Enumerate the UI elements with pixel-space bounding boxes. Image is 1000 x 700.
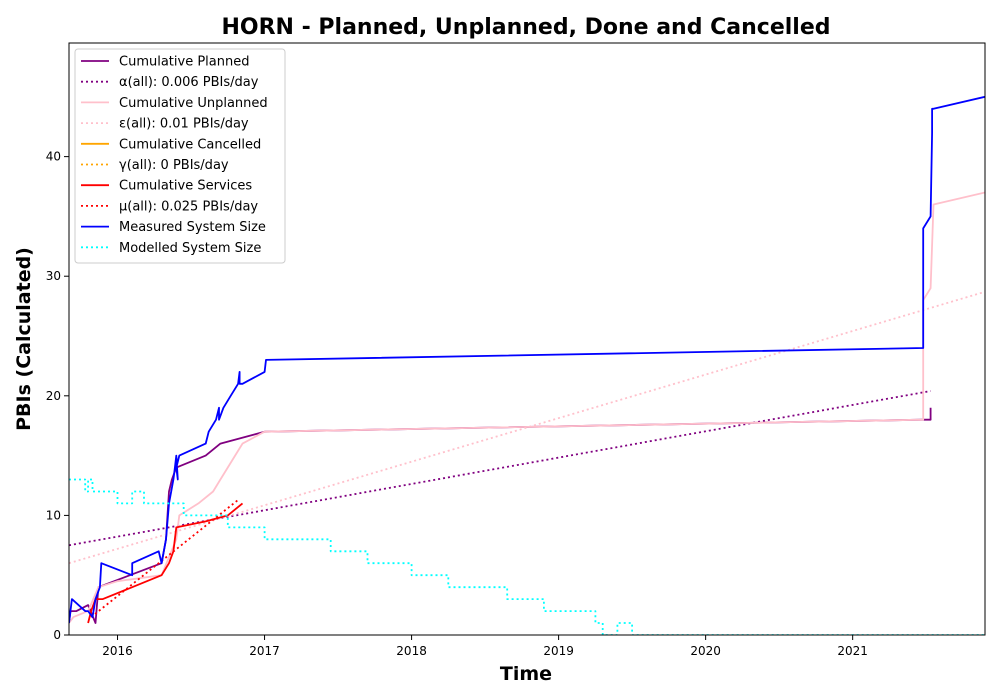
y-tick-label: 30	[46, 269, 61, 283]
y-axis: 0 10 20 30 40	[46, 150, 69, 642]
legend-label: Cumulative Services	[119, 179, 252, 194]
y-tick-label: 10	[46, 508, 61, 522]
y-tick-label: 0	[53, 628, 61, 642]
legend-label: Measured System Size	[119, 220, 266, 235]
series-line-cumulative-services	[87, 502, 244, 624]
legend-box	[74, 48, 286, 264]
legend-label: Cumulative Unplanned	[119, 96, 268, 111]
series-line-measured-system-size	[69, 95, 985, 624]
y-tick-label: 20	[46, 389, 61, 403]
legend: Cumulative Planned α(all): 0.006 PBIs/day…	[74, 48, 286, 264]
chart-title: HORN - Planned, Unplanned, Done and Canc…	[221, 15, 830, 40]
series-line-modelled-system-size	[69, 478, 985, 635]
plot-area	[69, 95, 985, 635]
series-line-all-0-01-pbis-day	[69, 290, 985, 565]
x-tick-label: 2018	[396, 644, 427, 658]
x-tick-label: 2020	[690, 644, 721, 658]
x-axis-title: Time	[500, 663, 552, 685]
axes-frame	[68, 42, 986, 636]
x-tick-label: 2019	[543, 644, 574, 658]
x-tick-label: 2017	[249, 644, 280, 658]
legend-label: μ(all): 0.025 PBIs/day	[119, 199, 258, 214]
x-tick-label: 2016	[102, 644, 133, 658]
legend-label: ε(all): 0.01 PBIs/day	[119, 117, 249, 132]
legend-label: γ(all): 0 PBIs/day	[119, 158, 229, 173]
series-line-cumulative-planned	[69, 407, 932, 624]
legend-label: Cumulative Cancelled	[119, 137, 261, 152]
x-tick-label: 2021	[837, 644, 868, 658]
legend-label: Modelled System Size	[119, 241, 261, 256]
y-axis-title: PBIs (Calculated)	[13, 247, 35, 431]
y-tick-label: 40	[46, 150, 61, 164]
legend-label: Cumulative Planned	[119, 55, 249, 70]
x-axis: 2016 2017 2018 2019 2020 2021	[102, 635, 868, 658]
series-line-all-0-025-pbis-day	[90, 499, 239, 618]
legend-label: α(all): 0.006 PBIs/day	[119, 75, 259, 90]
